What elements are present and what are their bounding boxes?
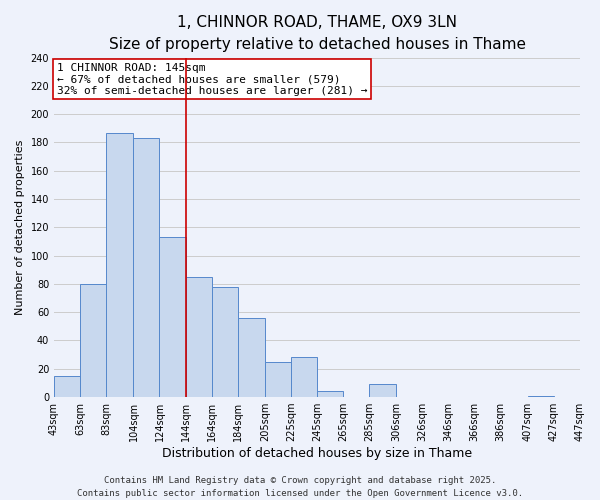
Bar [133, 138, 160, 397]
X-axis label: Distribution of detached houses by size in Thame: Distribution of detached houses by size … [162, 447, 472, 460]
Text: Contains HM Land Registry data © Crown copyright and database right 2025.
Contai: Contains HM Land Registry data © Crown c… [77, 476, 523, 498]
Bar [369, 384, 397, 397]
Bar [185, 277, 212, 397]
Bar [106, 132, 133, 397]
Bar [265, 362, 291, 397]
Y-axis label: Number of detached properties: Number of detached properties [15, 140, 25, 315]
Bar [238, 318, 265, 397]
Bar [54, 376, 80, 397]
Bar [528, 396, 554, 397]
Bar [291, 358, 317, 397]
Bar [212, 286, 238, 397]
Bar [317, 392, 343, 397]
Bar [160, 237, 185, 397]
Text: 1 CHINNOR ROAD: 145sqm
← 67% of detached houses are smaller (579)
32% of semi-de: 1 CHINNOR ROAD: 145sqm ← 67% of detached… [56, 62, 367, 96]
Bar [80, 284, 106, 397]
Title: 1, CHINNOR ROAD, THAME, OX9 3LN
Size of property relative to detached houses in : 1, CHINNOR ROAD, THAME, OX9 3LN Size of … [109, 15, 526, 52]
